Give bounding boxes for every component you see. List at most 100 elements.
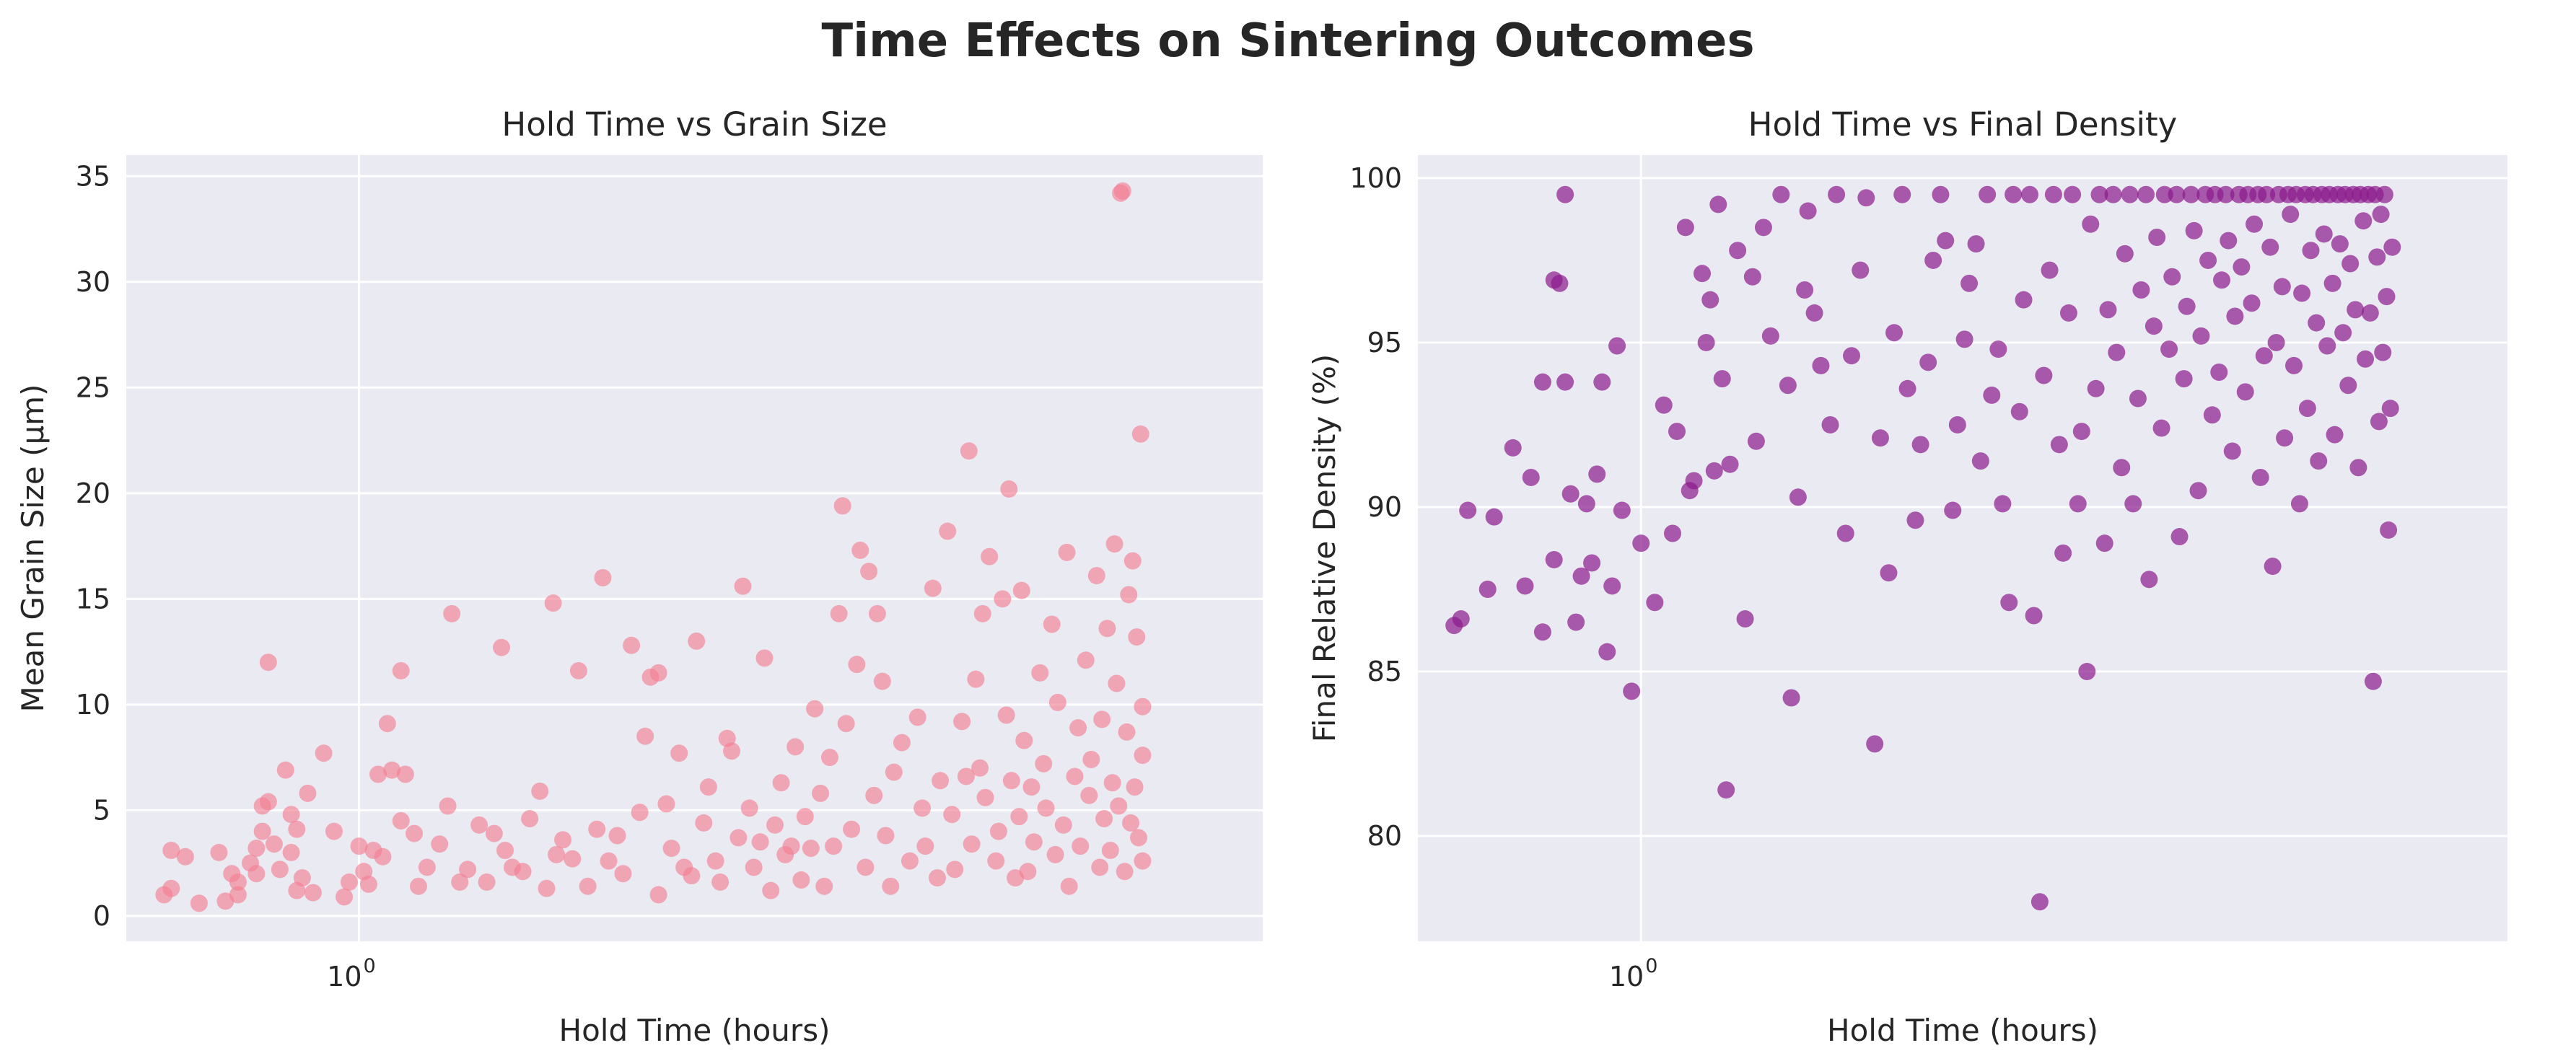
- data-point: [901, 852, 919, 870]
- data-point: [176, 848, 194, 866]
- data-point: [359, 875, 377, 893]
- data-point: [1608, 337, 1626, 355]
- data-point: [1743, 268, 1761, 286]
- x-tick-label: 10 0: [1609, 955, 1658, 992]
- data-point: [1087, 567, 1105, 585]
- data-point: [1035, 754, 1053, 772]
- data-point: [1130, 829, 1148, 847]
- data-point: [1932, 185, 1950, 203]
- data-point: [229, 886, 247, 904]
- data-point: [1613, 501, 1631, 519]
- data-point: [1134, 747, 1152, 765]
- data-point: [1015, 731, 1033, 749]
- data-point: [1779, 377, 1797, 395]
- data-point: [815, 877, 833, 895]
- data-point: [2302, 242, 2320, 260]
- data-point: [340, 873, 358, 891]
- data-point: [2364, 672, 2382, 690]
- data-point: [1128, 628, 1146, 646]
- figure-title: Time Effects on Sintering Outcomes: [821, 14, 1754, 68]
- data-point: [1944, 501, 1962, 519]
- data-point: [1556, 185, 1574, 203]
- data-point: [2236, 383, 2254, 401]
- data-point: [1504, 439, 1522, 457]
- data-point: [976, 788, 994, 806]
- data-point: [496, 842, 514, 860]
- data-point: [1676, 219, 1694, 237]
- chart-title: Hold Time vs Grain Size: [501, 105, 887, 144]
- data-point: [247, 865, 266, 883]
- data-point: [1736, 610, 1754, 628]
- data-point: [1701, 291, 1719, 309]
- data-point: [2132, 281, 2150, 299]
- data-point: [1709, 195, 1727, 213]
- data-point: [2372, 206, 2390, 224]
- data-point: [1522, 468, 1540, 486]
- data-point: [1091, 858, 1109, 876]
- data-point: [908, 708, 926, 726]
- data-point: [1588, 465, 1606, 483]
- data-point: [1583, 554, 1601, 572]
- data-point: [383, 761, 401, 779]
- data-point: [2267, 333, 2285, 351]
- y-tick-label: 100: [1349, 162, 1402, 194]
- x-axis-label: Hold Time (hours): [1827, 1013, 2098, 1048]
- data-point: [2210, 364, 2228, 382]
- data-point: [485, 824, 503, 842]
- y-tick-label: 5: [93, 794, 110, 826]
- data-point: [1022, 778, 1041, 796]
- data-point: [2203, 406, 2221, 424]
- data-point: [548, 845, 566, 863]
- data-point: [378, 715, 396, 733]
- y-axis-label: Final Relative Density (%): [1307, 354, 1342, 743]
- data-point: [751, 833, 769, 851]
- data-point: [848, 656, 866, 674]
- data-point: [2121, 185, 2139, 203]
- data-point: [2255, 347, 2273, 365]
- data-point: [1632, 534, 1650, 552]
- data-point: [796, 808, 814, 826]
- x-tick-label: 10 0: [327, 955, 376, 992]
- data-point: [2124, 495, 2142, 513]
- data-point: [259, 793, 277, 811]
- data-point: [2374, 343, 2392, 361]
- data-point: [873, 672, 891, 690]
- data-point: [1729, 242, 1747, 260]
- data-point: [745, 858, 763, 876]
- data-point: [2104, 185, 2122, 203]
- data-point: [1046, 845, 1064, 863]
- data-point: [1122, 814, 1140, 832]
- data-point: [2315, 225, 2333, 243]
- data-point: [1979, 185, 1997, 203]
- data-point: [2233, 258, 2251, 276]
- data-point: [2005, 185, 2023, 203]
- data-point: [740, 799, 758, 817]
- data-point: [683, 867, 701, 885]
- data-point: [594, 569, 612, 587]
- data-point: [443, 604, 461, 622]
- y-tick-label: 0: [93, 900, 110, 932]
- data-point: [2370, 413, 2388, 431]
- data-point: [825, 837, 843, 855]
- data-point: [2155, 185, 2173, 203]
- data-point: [973, 604, 991, 622]
- data-point: [1655, 396, 1673, 414]
- data-point: [1533, 373, 1551, 391]
- data-point: [1545, 550, 1563, 568]
- data-point: [1054, 816, 1072, 834]
- data-point: [1060, 877, 1078, 895]
- data-point: [1080, 786, 1098, 804]
- data-point: [271, 860, 289, 879]
- data-point: [2217, 185, 2235, 203]
- data-point: [762, 881, 780, 899]
- data-point: [2243, 294, 2261, 312]
- data-point: [1937, 232, 1955, 250]
- data-point: [190, 894, 208, 912]
- data-point: [1989, 340, 2007, 358]
- data-point: [564, 850, 582, 868]
- data-point: [2246, 215, 2264, 233]
- data-point: [924, 579, 942, 597]
- data-point: [2318, 337, 2336, 355]
- data-point: [1828, 185, 1846, 203]
